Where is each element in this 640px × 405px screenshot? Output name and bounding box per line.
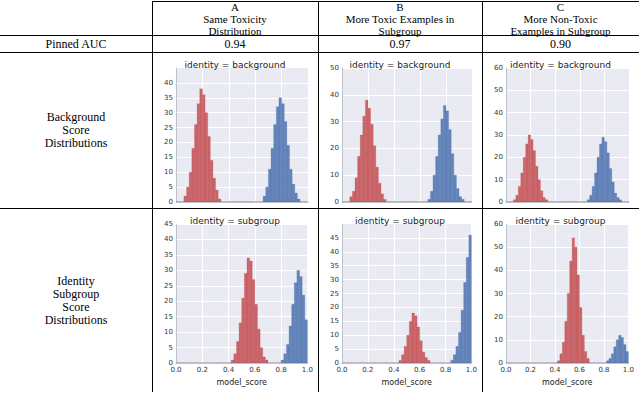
svg-text:20: 20	[494, 313, 503, 321]
html-text:Score: Score	[62, 299, 90, 314]
svg-text:40: 40	[330, 248, 339, 256]
svg-text:identity = background: identity = background	[510, 60, 611, 70]
svg-text:30: 30	[330, 276, 339, 284]
svg-text:0.0: 0.0	[170, 366, 181, 374]
html-text:Examples in Subgroup: Examples in Subgroup	[510, 24, 611, 37]
svg-text:0.4: 0.4	[223, 366, 235, 374]
svg-text:5: 5	[169, 344, 173, 352]
svg-text:0.2: 0.2	[197, 366, 208, 374]
svg-text:identity = background: identity = background	[185, 60, 286, 70]
svg-text:45: 45	[330, 234, 339, 242]
svg-text:0.4: 0.4	[388, 366, 400, 374]
svg-text:35: 35	[330, 262, 339, 270]
svg-text:30: 30	[494, 131, 503, 139]
svg-text:35: 35	[164, 251, 173, 259]
html-text:0.97: 0.97	[389, 36, 411, 51]
svg-text:25: 25	[330, 290, 339, 298]
svg-text:20: 20	[164, 297, 173, 305]
html-text:Identity: Identity	[57, 273, 95, 288]
svg-text:0: 0	[334, 359, 339, 368]
svg-text:0.2: 0.2	[525, 366, 536, 374]
svg-text:45: 45	[164, 220, 173, 228]
svg-text:50: 50	[330, 64, 339, 72]
svg-text:60: 60	[494, 64, 503, 72]
html-text:Distributions: Distributions	[44, 312, 108, 327]
html-text:C: C	[556, 0, 565, 13]
html-text:Distributions: Distributions	[44, 136, 108, 150]
html-text:Pinned AUC: Pinned AUC	[45, 36, 107, 51]
svg-text:identity = subgroup: identity = subgroup	[190, 216, 280, 226]
svg-text:0.6: 0.6	[249, 366, 261, 374]
svg-text:model_score: model_score	[382, 378, 432, 387]
svg-text:10: 10	[164, 328, 173, 336]
svg-text:35: 35	[164, 94, 173, 102]
svg-text:10: 10	[164, 168, 173, 176]
svg-text:0.8: 0.8	[598, 366, 609, 374]
svg-text:10: 10	[330, 331, 339, 339]
html-text:Subgroup: Subgroup	[378, 24, 422, 37]
svg-text:25: 25	[164, 282, 173, 290]
svg-text:25: 25	[164, 124, 173, 132]
svg-text:0.4: 0.4	[549, 366, 561, 374]
svg-text:0: 0	[498, 359, 503, 368]
svg-text:50: 50	[494, 243, 503, 251]
svg-text:15: 15	[164, 153, 173, 161]
svg-text:30: 30	[494, 290, 503, 298]
svg-text:15: 15	[330, 317, 339, 325]
svg-text:10: 10	[494, 336, 503, 344]
svg-text:0: 0	[499, 198, 503, 206]
svg-text:20: 20	[164, 138, 173, 146]
svg-text:10: 10	[330, 171, 339, 179]
svg-text:20: 20	[330, 144, 339, 152]
html-text:More Toxic Examples in: More Toxic Examples in	[345, 12, 455, 25]
svg-text:identity = subgroup: identity = subgroup	[516, 216, 606, 226]
html-text:Background: Background	[46, 110, 106, 124]
svg-text:40: 40	[494, 109, 503, 117]
svg-text:model_score: model_score	[217, 378, 267, 387]
svg-text:40: 40	[164, 79, 173, 87]
svg-text:0.2: 0.2	[362, 366, 373, 374]
svg-text:40: 40	[494, 266, 503, 274]
html-text:Same Toxicity: Same Toxicity	[203, 12, 267, 25]
svg-text:50: 50	[494, 86, 503, 94]
svg-text:identity = background: identity = background	[350, 60, 451, 70]
svg-text:0.6: 0.6	[414, 366, 426, 374]
svg-text:5: 5	[169, 183, 173, 191]
svg-text:20: 20	[494, 153, 503, 161]
svg-text:0: 0	[169, 198, 173, 206]
svg-text:0: 0	[335, 198, 339, 206]
svg-text:10: 10	[494, 176, 503, 184]
svg-text:1.0: 1.0	[302, 366, 313, 374]
html-text:Score: Score	[62, 123, 90, 137]
svg-text:0.8: 0.8	[440, 366, 451, 374]
svg-text:0.0: 0.0	[336, 366, 347, 374]
svg-text:15: 15	[164, 313, 173, 321]
html-text:More Non-Toxic: More Non-Toxic	[523, 12, 598, 25]
svg-text:1.0: 1.0	[623, 366, 634, 374]
html-text:0.94: 0.94	[224, 36, 246, 51]
html-text:0.90: 0.90	[550, 36, 571, 51]
svg-text:model_score: model_score	[542, 378, 592, 387]
html-text:B: B	[396, 0, 404, 13]
svg-text:identity = subgroup: identity = subgroup	[355, 216, 445, 226]
svg-text:0.0: 0.0	[500, 366, 511, 374]
svg-text:0.8: 0.8	[276, 366, 287, 374]
svg-text:40: 40	[330, 91, 339, 99]
svg-text:30: 30	[164, 109, 173, 117]
html-text:Distribution: Distribution	[208, 24, 262, 37]
svg-text:30: 30	[330, 118, 339, 126]
svg-text:40: 40	[164, 235, 173, 243]
svg-text:30: 30	[164, 266, 173, 274]
svg-text:5: 5	[335, 345, 339, 353]
html-text:Subgroup: Subgroup	[52, 286, 100, 301]
svg-text:0: 0	[168, 359, 173, 368]
svg-text:0.6: 0.6	[574, 366, 586, 374]
html-text:A: A	[231, 0, 239, 13]
svg-text:1.0: 1.0	[466, 366, 477, 374]
svg-text:60: 60	[494, 220, 503, 228]
svg-text:20: 20	[330, 303, 339, 311]
